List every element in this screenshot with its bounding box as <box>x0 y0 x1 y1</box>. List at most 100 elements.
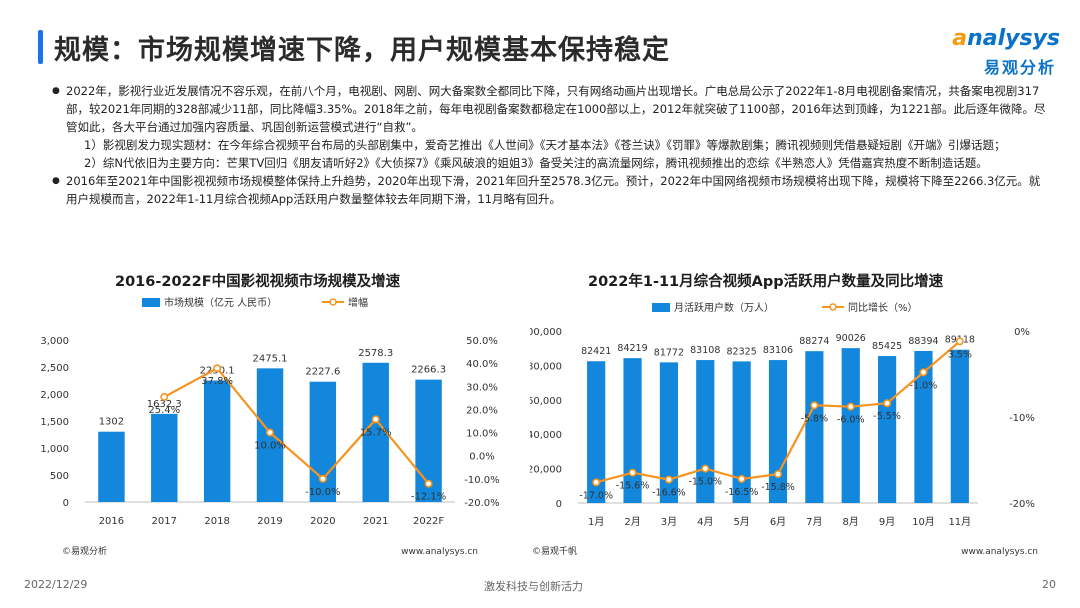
growth-value-label: -12.1% <box>411 492 446 503</box>
x-tick-label: 2月 <box>624 516 640 528</box>
x-tick-label: 2017 <box>152 516 177 527</box>
x-tick-label: 1月 <box>588 516 604 528</box>
bar-value-label: 88394 <box>908 336 938 347</box>
y-right-tick-label: -10% <box>1009 413 1035 424</box>
y-right-tick-label: 0.0% <box>469 452 494 463</box>
logo-english: analysys <box>952 26 1060 51</box>
bar-value-label: 84219 <box>617 343 647 354</box>
chart-website: www.analysys.cn <box>401 547 478 557</box>
bar-value-label: 1302 <box>99 417 124 428</box>
growth-value-label: -15.8% <box>761 482 795 493</box>
x-tick-label: 11月 <box>948 516 971 528</box>
y-right-tick-label: -20% <box>1009 499 1035 510</box>
footer-slogan: 激发科技与创新活力 <box>484 580 583 593</box>
legend-bar-label: 月活跃用户数（万人） <box>674 301 774 314</box>
x-tick-label: 7月 <box>806 516 822 528</box>
y-right-tick-label: 40.0% <box>466 359 498 370</box>
slide-title: 规模：市场规模增速下降，用户规模基本保持稳定 <box>54 35 670 66</box>
growth-point <box>592 478 601 487</box>
y-left-tick-label: 100,000 <box>530 327 562 338</box>
growth-point <box>265 428 274 437</box>
growth-point <box>919 368 928 377</box>
bar-value-label: 2227.6 <box>305 367 340 378</box>
y-left-tick-label: 60,000 <box>530 396 562 407</box>
legend-bar-swatch <box>652 303 670 312</box>
sub-point-1: 1）影视剧发力现实题材：在今年综合视频平台布局的头部剧集中，爱奇艺推出《人世间》… <box>84 138 1006 152</box>
chart1-title: 2016-2022F中国影视视频市场规模及增速 <box>115 274 401 290</box>
growth-value-label: -5.5% <box>873 411 901 422</box>
bar <box>732 361 751 503</box>
chart-source: ©易观千帆 <box>532 545 577 557</box>
logo-chinese: 易观分析 <box>983 58 1056 77</box>
y-left-tick-label: 0 <box>556 499 562 510</box>
bar-value-label: 1632.3 <box>147 399 182 410</box>
bar <box>841 348 860 503</box>
legend-line-label: 增幅 <box>348 296 368 309</box>
x-tick-label: 2018 <box>204 516 229 527</box>
growth-point <box>424 479 433 488</box>
bar-value-label: 2266.3 <box>411 365 446 376</box>
growth-value-label: -16.5% <box>725 487 759 498</box>
growth-point <box>213 364 222 373</box>
y-left-tick-label: 80,000 <box>530 361 562 372</box>
growth-point <box>883 399 892 408</box>
growth-point <box>371 415 380 424</box>
growth-value-label: -17.0% <box>579 490 613 501</box>
bar <box>98 431 125 502</box>
analysys-logo: analysys 易观分析 <box>952 22 1070 82</box>
bar-value-label: 82421 <box>581 346 611 357</box>
bar-value-label: 90026 <box>836 333 866 344</box>
bar <box>623 358 642 503</box>
paragraph-1: ● 2022年，影视行业近发展情况不容乐观，在前八个月，电视剧、网剧、网大备案数全… <box>52 82 1051 136</box>
logo-en-prefix: a <box>952 26 968 51</box>
y-right-tick-label: 10.0% <box>466 429 498 440</box>
bar <box>805 351 824 503</box>
bar-value-label: 88274 <box>799 336 829 347</box>
growth-point <box>774 470 783 479</box>
y-right-tick-label: 30.0% <box>466 382 498 393</box>
bar-value-label: 2578.3 <box>358 348 393 359</box>
growth-value-label: -1.0% <box>910 380 938 391</box>
legend-bar-swatch <box>142 298 160 307</box>
bullet-icon: ● <box>52 176 60 186</box>
active-users-chart: 月活跃用户数（万人） 同比增长（%） 0 20,000 40,000 60,000 80,0… <box>530 301 1038 557</box>
bar <box>151 413 178 502</box>
y-left-tick-label: 1,000 <box>40 444 69 455</box>
y-right-tick-label: 50.0% <box>466 336 498 347</box>
bullet-icon: ● <box>52 86 60 96</box>
title-accent-bar <box>38 30 43 64</box>
growth-point <box>318 474 327 483</box>
bar <box>696 360 715 503</box>
y-left-tick-label: 500 <box>50 471 69 482</box>
bar <box>878 356 897 503</box>
growth-point <box>160 392 169 401</box>
growth-point <box>737 474 746 483</box>
y-left-tick-label: 2,000 <box>40 390 69 401</box>
body-text: ● 2022年，影视行业近发展情况不容乐观，在前八个月，电视剧、网剧、网大备案数全… <box>52 82 1051 208</box>
growth-value-label: 3.5% <box>948 349 972 360</box>
y-left-tick-label: 1,500 <box>40 417 69 428</box>
growth-value-label: -5.8% <box>801 413 829 424</box>
y-left-tick-label: 0 <box>63 498 69 509</box>
x-tick-label: 9月 <box>879 516 895 528</box>
growth-value-label: 37.8% <box>201 376 233 387</box>
x-tick-label: 10月 <box>912 516 935 528</box>
x-tick-label: 2019 <box>257 516 282 527</box>
growth-value-label: -15.0% <box>688 477 722 488</box>
x-tick-label: 3月 <box>661 516 677 528</box>
growth-line <box>163 366 430 485</box>
y-right-tick-label: -20.0% <box>464 498 499 509</box>
growth-point <box>664 475 673 484</box>
growth-value-label: 15.7% <box>360 427 392 438</box>
bar-value-label: 2475.1 <box>253 353 288 364</box>
x-tick-label: 2020 <box>310 516 335 527</box>
y-left-tick-label: 2,500 <box>40 363 69 374</box>
logo-en-rest: nalysys <box>967 26 1060 51</box>
growth-point <box>628 468 637 477</box>
growth-value-label: -15.6% <box>616 481 650 492</box>
y-left-tick-label: 40,000 <box>530 430 562 441</box>
bar <box>950 349 969 503</box>
bar-value-label: 85425 <box>872 341 902 352</box>
footer-date: 2022/12/29 <box>24 578 88 591</box>
y-right-tick-label: 20.0% <box>466 405 498 416</box>
